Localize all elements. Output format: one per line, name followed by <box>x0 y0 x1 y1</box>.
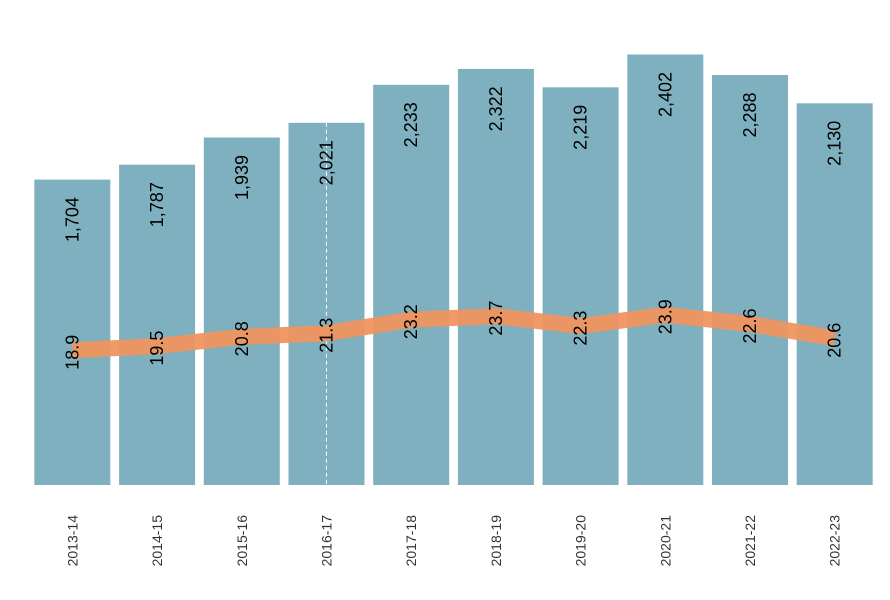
bar-2019-20 <box>542 87 619 486</box>
bar-value-label: 1,704 <box>62 197 82 242</box>
bar-value-label: 2,322 <box>486 86 506 131</box>
line-series <box>71 306 837 359</box>
bar-value-label: 1,787 <box>147 182 167 227</box>
bar-value-label: 2,233 <box>401 102 421 147</box>
bar-value-label: 2,288 <box>740 92 760 137</box>
line-value-label: 19.5 <box>147 331 167 366</box>
bar-2022-23 <box>796 103 873 486</box>
bar-2020-21 <box>627 54 704 485</box>
bar-2015-16 <box>203 137 280 485</box>
line-value-label: 21.3 <box>317 318 337 353</box>
x-tick-label: 2015-16 <box>234 515 250 567</box>
bar-2017-18 <box>373 84 450 486</box>
bar-2014-15 <box>119 164 196 485</box>
x-axis: 2013-14 2014-15 2015-16 2016-17 2017-18 2018-… <box>64 515 842 567</box>
bar-value-label: 2,130 <box>825 121 845 166</box>
line-value-label: 22.3 <box>571 311 591 346</box>
x-tick-label: 2021-22 <box>742 515 758 567</box>
x-tick-label: 2016-17 <box>319 515 335 567</box>
x-tick-label: 2019-20 <box>573 515 589 567</box>
bar-value-label: 1,939 <box>232 155 252 200</box>
bar-series <box>34 54 873 486</box>
line-value-label: 22.6 <box>740 308 760 343</box>
line-value-label: 20.6 <box>825 323 845 358</box>
line-path <box>71 306 837 359</box>
bar-value-label: 2,021 <box>317 140 337 185</box>
line-value-label: 23.7 <box>486 301 506 336</box>
x-tick-label: 2017-18 <box>403 515 419 567</box>
x-tick-label: 2022-23 <box>827 515 843 567</box>
line-value-label: 20.8 <box>232 321 252 356</box>
x-tick-label: 2014-15 <box>149 515 165 567</box>
x-tick-label: 2013-14 <box>64 515 80 567</box>
x-tick-label: 2020-21 <box>657 515 673 567</box>
bar-value-label: 2,402 <box>655 72 675 117</box>
line-value-label: 23.9 <box>655 299 675 334</box>
bar-2021-22 <box>712 75 788 485</box>
line-value-label: 23.2 <box>401 304 421 339</box>
x-tick-label: 2018-19 <box>488 515 504 567</box>
data-labels: 1,704 1,787 1,939 2,021 2,233 2,322 2,219 2,402… <box>62 72 844 370</box>
bar-value-label: 2,219 <box>571 105 591 150</box>
bar-2018-19 <box>457 68 534 486</box>
bar-2013-14 <box>34 179 111 485</box>
line-value-label: 18.9 <box>62 335 82 370</box>
